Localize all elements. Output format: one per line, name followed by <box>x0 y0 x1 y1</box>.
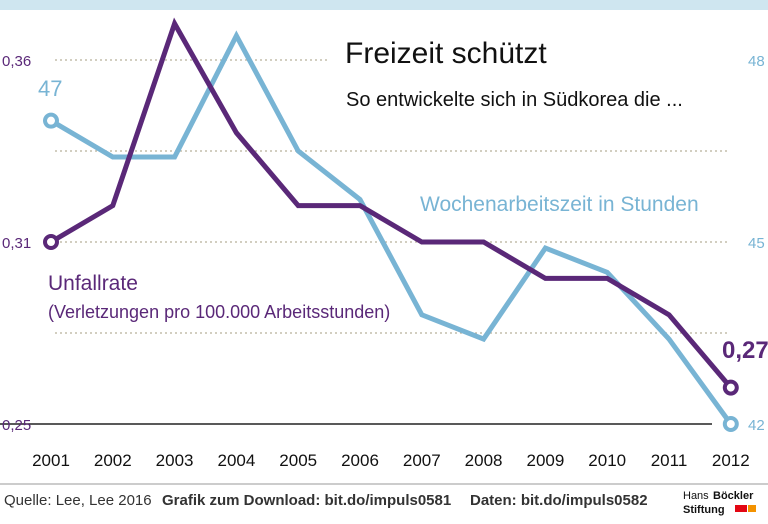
series-sublabel-purple: (Verletzungen pro 100.000 Arbeitsstunden… <box>48 302 390 322</box>
hours-point <box>722 416 739 433</box>
footer-data-link[interactable]: Daten: bit.do/impuls0582 <box>470 492 648 509</box>
x-tick-label: 2006 <box>341 451 379 470</box>
accident-rate-point <box>722 379 739 396</box>
left-tick-label: 0,25 <box>2 417 31 434</box>
right-tick-label: 48 <box>748 53 765 70</box>
footer-download-link[interactable]: Grafik zum Download: bit.do/impuls0581 <box>162 492 451 509</box>
x-tick-label: 2003 <box>156 451 194 470</box>
hours-point <box>43 112 59 129</box>
start-value-label: 47 <box>38 76 62 101</box>
x-tick-label: 2011 <box>651 451 688 470</box>
right-tick-label: 45 <box>748 235 765 252</box>
x-tick-label: 2010 <box>588 451 626 470</box>
x-tick-label: 2009 <box>526 451 564 470</box>
x-tick-label: 2008 <box>465 451 503 470</box>
chart-title: Freizeit schützt <box>345 37 547 70</box>
logo-stiftung: Stiftung <box>683 504 725 516</box>
right-tick-label: 42 <box>748 417 765 434</box>
x-tick-label: 2002 <box>94 451 132 470</box>
logo-red-block <box>735 505 747 512</box>
accident-rate-line <box>49 17 733 390</box>
left-tick-label: 0,36 <box>2 53 31 70</box>
x-tick-label: 2005 <box>279 451 317 470</box>
x-tick-label: 2001 <box>32 451 70 470</box>
logo-boeckler: Böckler <box>713 490 754 502</box>
x-tick-label: 2012 <box>712 451 750 470</box>
series-label-purple: Unfallrate <box>48 272 138 295</box>
series-label-blue: Wochenarbeitszeit in Stunden <box>420 193 699 216</box>
logo-hans: Hans <box>683 490 709 502</box>
footer-source: Quelle: Lee, Lee 2016 <box>4 492 152 509</box>
logo: Hans Böckler Stiftung <box>683 490 756 516</box>
left-tick-label: 0,31 <box>2 235 31 252</box>
x-tick-label: 2007 <box>403 451 441 470</box>
top-band <box>0 0 768 10</box>
end-value-label: 0,27 <box>722 337 768 364</box>
logo-orange-block <box>748 505 756 512</box>
x-tick-label: 2004 <box>217 451 255 470</box>
chart-subtitle: So entwickelte sich in Südkorea die ... <box>346 89 683 111</box>
accident-rate-point <box>43 234 59 250</box>
